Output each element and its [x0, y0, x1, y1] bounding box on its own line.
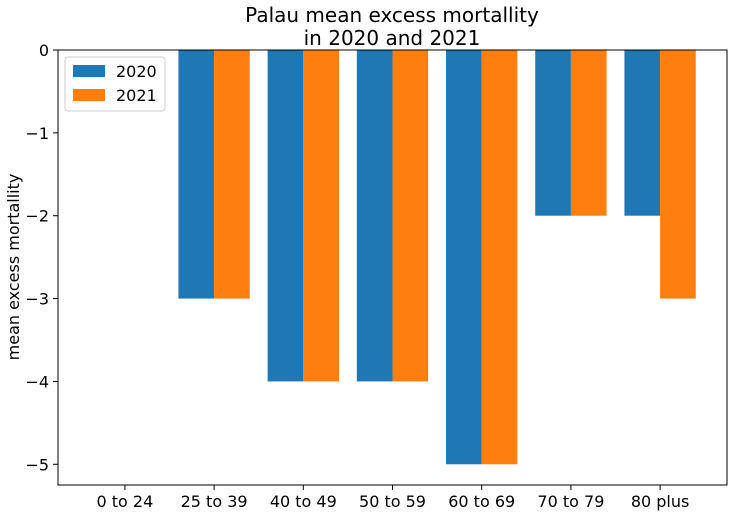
bar-2021-25-to-39 [214, 50, 250, 299]
chart-title-line-2: in 2020 and 2021 [304, 26, 481, 50]
x-tick-label: 0 to 24 [97, 492, 154, 511]
x-tick-label: 40 to 49 [270, 492, 337, 511]
bar-2021-40-to-49 [303, 50, 339, 382]
bar-2020-40-to-49 [267, 50, 304, 382]
bar-2020-25-to-39 [178, 50, 215, 299]
legend-label-2020: 2020 [116, 62, 157, 81]
y-axis: 0 −1 −2 −3 −4 −5 [25, 41, 58, 474]
y-tick-label: 0 [39, 41, 49, 60]
bar-2021-80-plus [660, 50, 696, 299]
y-tick-label: −5 [25, 455, 49, 474]
x-tick-label: 80 plus [631, 492, 690, 511]
x-axis: 0 to 24 25 to 39 40 to 49 50 to 59 60 to 69 7… [97, 485, 690, 511]
x-tick-label: 25 to 39 [181, 492, 248, 511]
plot-frame [57, 49, 728, 486]
bar-2021-60-to-69 [481, 50, 518, 465]
bar-2021-70-to-79 [570, 50, 607, 216]
bars-group [178, 50, 696, 465]
y-tick-label: −1 [25, 124, 49, 143]
y-tick-label: −2 [25, 207, 49, 226]
legend: 2020 2021 [64, 56, 166, 112]
y-tick-label: −4 [25, 372, 49, 391]
legend-label-2021: 2021 [116, 86, 157, 105]
bar-2020-80-plus [624, 50, 661, 216]
bar-2020-60-to-69 [446, 50, 482, 465]
x-tick-label: 50 to 59 [359, 492, 426, 511]
y-axis-label: mean excess mortallity [4, 174, 23, 361]
x-tick-label: 70 to 79 [537, 492, 604, 511]
bar-2021-50-to-59 [392, 50, 429, 382]
bar-2020-50-to-59 [356, 50, 393, 382]
y-tick-label: −3 [25, 290, 49, 309]
legend-swatch-2021 [73, 89, 105, 101]
bar-2020-70-to-79 [535, 50, 571, 216]
legend-swatch-2020 [73, 65, 105, 77]
x-tick-label: 60 to 69 [448, 492, 515, 511]
chart-title-line-1: Palau mean excess mortallity [245, 3, 539, 27]
